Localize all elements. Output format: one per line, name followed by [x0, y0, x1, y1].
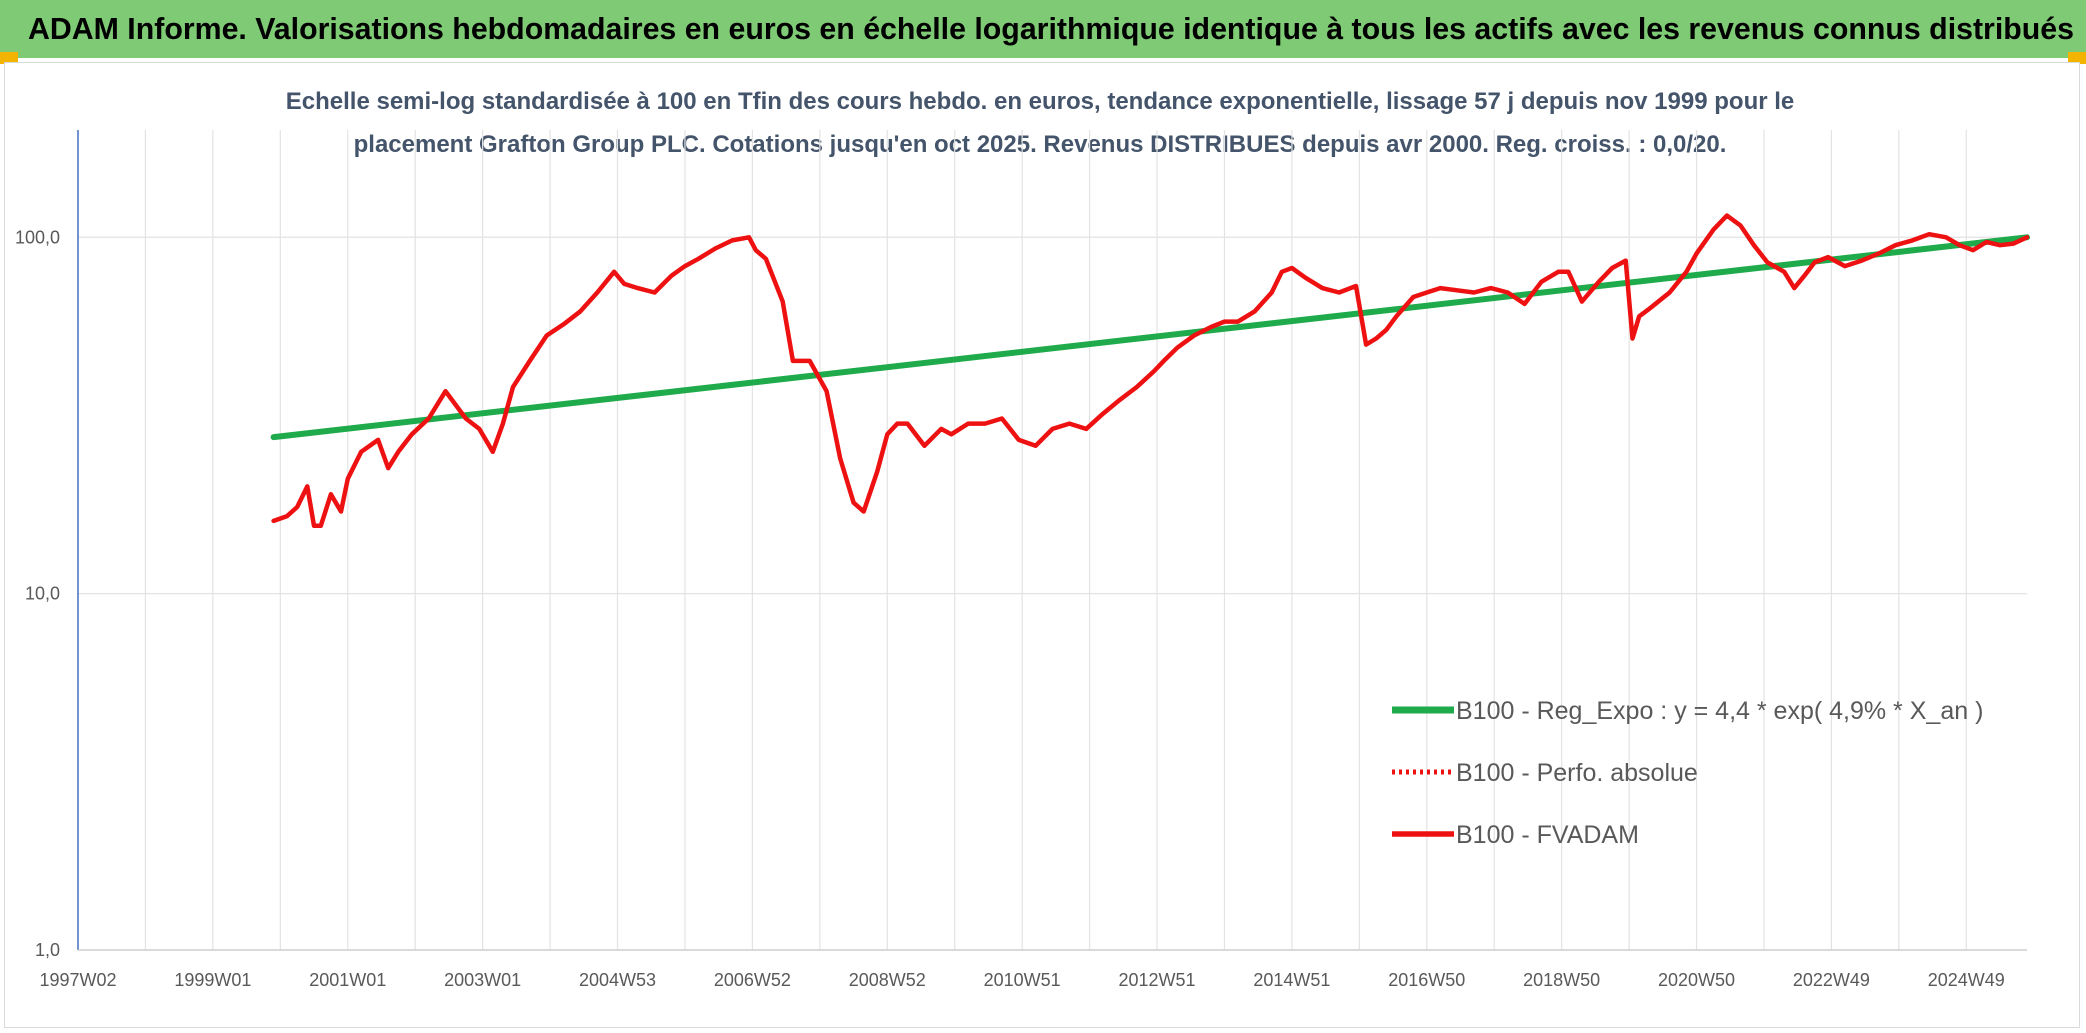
series-line-0: [270, 234, 2030, 441]
x-tick-label: 2024W49: [1928, 970, 2005, 990]
corner-marker-left: [0, 52, 18, 64]
x-tick-label: 1999W01: [174, 970, 251, 990]
corner-marker-right: [2068, 52, 2086, 64]
x-tick-label: 2006W52: [714, 970, 791, 990]
chart-title-line-1: Echelle semi-log standardisée à 100 en T…: [285, 88, 1795, 115]
x-tick-label: 2016W50: [1388, 970, 1465, 990]
report-title: ADAM Informe. Valorisations hebdomadaire…: [28, 11, 2074, 46]
legend-label-0: B100 - Reg_Expo : y = 4,4 * exp( 4,9% * …: [1456, 697, 1983, 725]
x-tick-label: 2022W49: [1793, 970, 1870, 990]
series-line-2: [271, 213, 2030, 529]
x-tick-label: 2014W51: [1253, 970, 1330, 990]
y-tick-label: 100,0: [15, 227, 60, 247]
legend-label-1: B100 - Perfo. absolue: [1456, 759, 1698, 787]
y-tick-label: 1,0: [35, 940, 60, 960]
x-tick-label: 2008W52: [849, 970, 926, 990]
x-tick-label: 1997W02: [39, 970, 116, 990]
x-tick-label: 2003W01: [444, 970, 521, 990]
y-tick-label: 10,0: [25, 584, 60, 604]
chart-title-line-2: placement Grafton Group PLC. Cotations j…: [353, 131, 1727, 158]
x-tick-label: 2018W50: [1523, 970, 1600, 990]
legend-label-2: B100 - FVADAM: [1456, 821, 1639, 849]
report-header: ADAM Informe. Valorisations hebdomadaire…: [0, 0, 2086, 58]
x-tick-label: 2020W50: [1658, 970, 1735, 990]
x-tick-label: 2001W01: [309, 970, 386, 990]
x-tick-label: 2004W53: [579, 970, 656, 990]
x-tick-label: 2010W51: [984, 970, 1061, 990]
x-tick-label: 2012W51: [1118, 970, 1195, 990]
